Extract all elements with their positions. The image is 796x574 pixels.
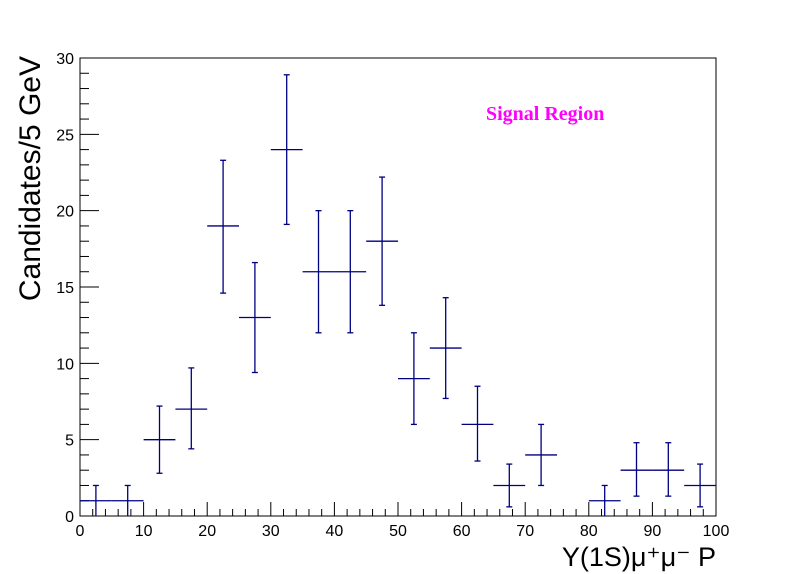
data-point [684,463,716,508]
x-tick-label: 70 [516,523,534,540]
data-point [652,442,685,497]
data-points [80,74,716,516]
axis-ticks [79,57,717,517]
x-tick-label: 60 [453,523,471,540]
data-point [429,297,462,400]
x-tick-label: 100 [703,523,730,540]
data-point [111,484,144,516]
data-point [207,159,239,294]
x-tick-label: 90 [644,523,662,540]
data-point [366,176,398,306]
x-tick-label: 50 [389,523,407,540]
data-point [80,484,112,516]
x-tick-label: 10 [135,523,153,540]
y-tick-label: 0 [65,509,74,526]
axis-tick-labels: 0 10 20 30 40 50 60 70 80 90 100 0 5 10 15 20 25 30 [56,51,729,540]
x-tick-label: 30 [262,523,280,540]
data-point [334,210,367,334]
y-tick-label: 15 [56,280,74,297]
x-tick-label: 40 [326,523,344,540]
data-point [270,74,303,226]
data-point [588,484,621,516]
y-axis-label: Candidates/5 GeV [14,56,47,301]
signal-region-annotation: Signal Region [486,103,604,125]
data-point [398,332,430,426]
x-tick-label: 80 [580,523,598,540]
data-point [143,405,176,474]
y-tick-label: 20 [56,204,74,221]
data-point [620,442,653,497]
y-tick-label: 25 [56,127,74,144]
data-point [175,367,208,450]
data-point [525,423,557,487]
y-tick-label: 30 [56,51,74,68]
data-point [239,261,271,374]
x-axis-label: Υ(1S)μ⁺μ⁻ P [562,542,716,572]
x-tick-label: 20 [198,523,216,540]
data-point [302,210,335,334]
data-point [461,385,494,462]
x-tick-label: 0 [76,523,85,540]
y-tick-label: 10 [56,356,74,373]
data-point [493,463,526,508]
y-tick-label: 5 [65,433,74,450]
